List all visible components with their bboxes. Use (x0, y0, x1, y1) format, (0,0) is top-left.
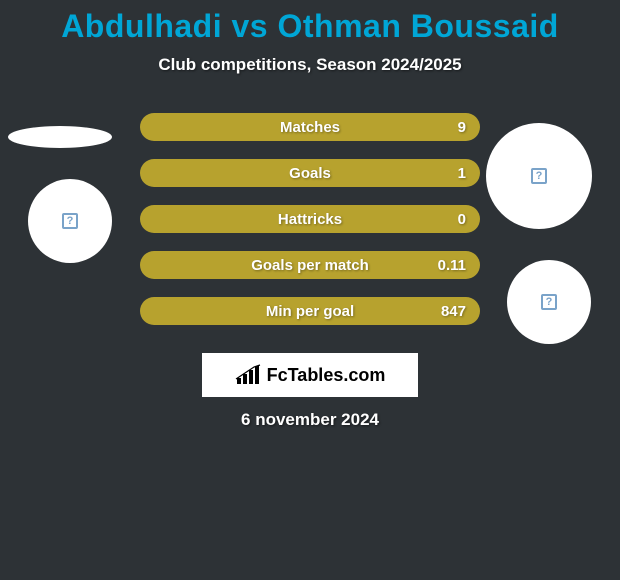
stat-value: 847 (441, 303, 466, 320)
stat-label: Min per goal (266, 303, 354, 320)
content-root: Abdulhadi vs Othman Boussaid Club compet… (0, 0, 620, 580)
stat-row: Goals per match 0.11 (140, 251, 480, 279)
bar-chart-icon (235, 364, 261, 386)
image-missing-icon: ? (531, 168, 547, 184)
stat-label: Hattricks (278, 211, 342, 228)
stat-value: 0 (458, 211, 466, 228)
stat-label: Goals per match (251, 257, 369, 274)
brand-text: FcTables.com (267, 365, 386, 386)
image-missing-icon: ? (62, 213, 78, 229)
stat-row: Hattricks 0 (140, 205, 480, 233)
stat-row: Goals 1 (140, 159, 480, 187)
subtitle: Club competitions, Season 2024/2025 (0, 55, 620, 75)
page-title: Abdulhadi vs Othman Boussaid (0, 0, 620, 45)
avatar-ellipse (8, 126, 112, 148)
stat-row: Matches 9 (140, 113, 480, 141)
stat-value: 9 (458, 119, 466, 136)
stat-value: 0.11 (438, 257, 466, 274)
stat-label: Goals (289, 165, 331, 182)
avatar-placeholder: ? (28, 179, 112, 263)
brand-attribution: FcTables.com (202, 353, 418, 397)
stat-row: Min per goal 847 (140, 297, 480, 325)
avatar-placeholder: ? (507, 260, 591, 344)
image-missing-icon: ? (541, 294, 557, 310)
avatar-placeholder: ? (486, 123, 592, 229)
stat-label: Matches (280, 119, 340, 136)
stat-value: 1 (458, 165, 466, 182)
generated-date: 6 november 2024 (241, 410, 379, 430)
